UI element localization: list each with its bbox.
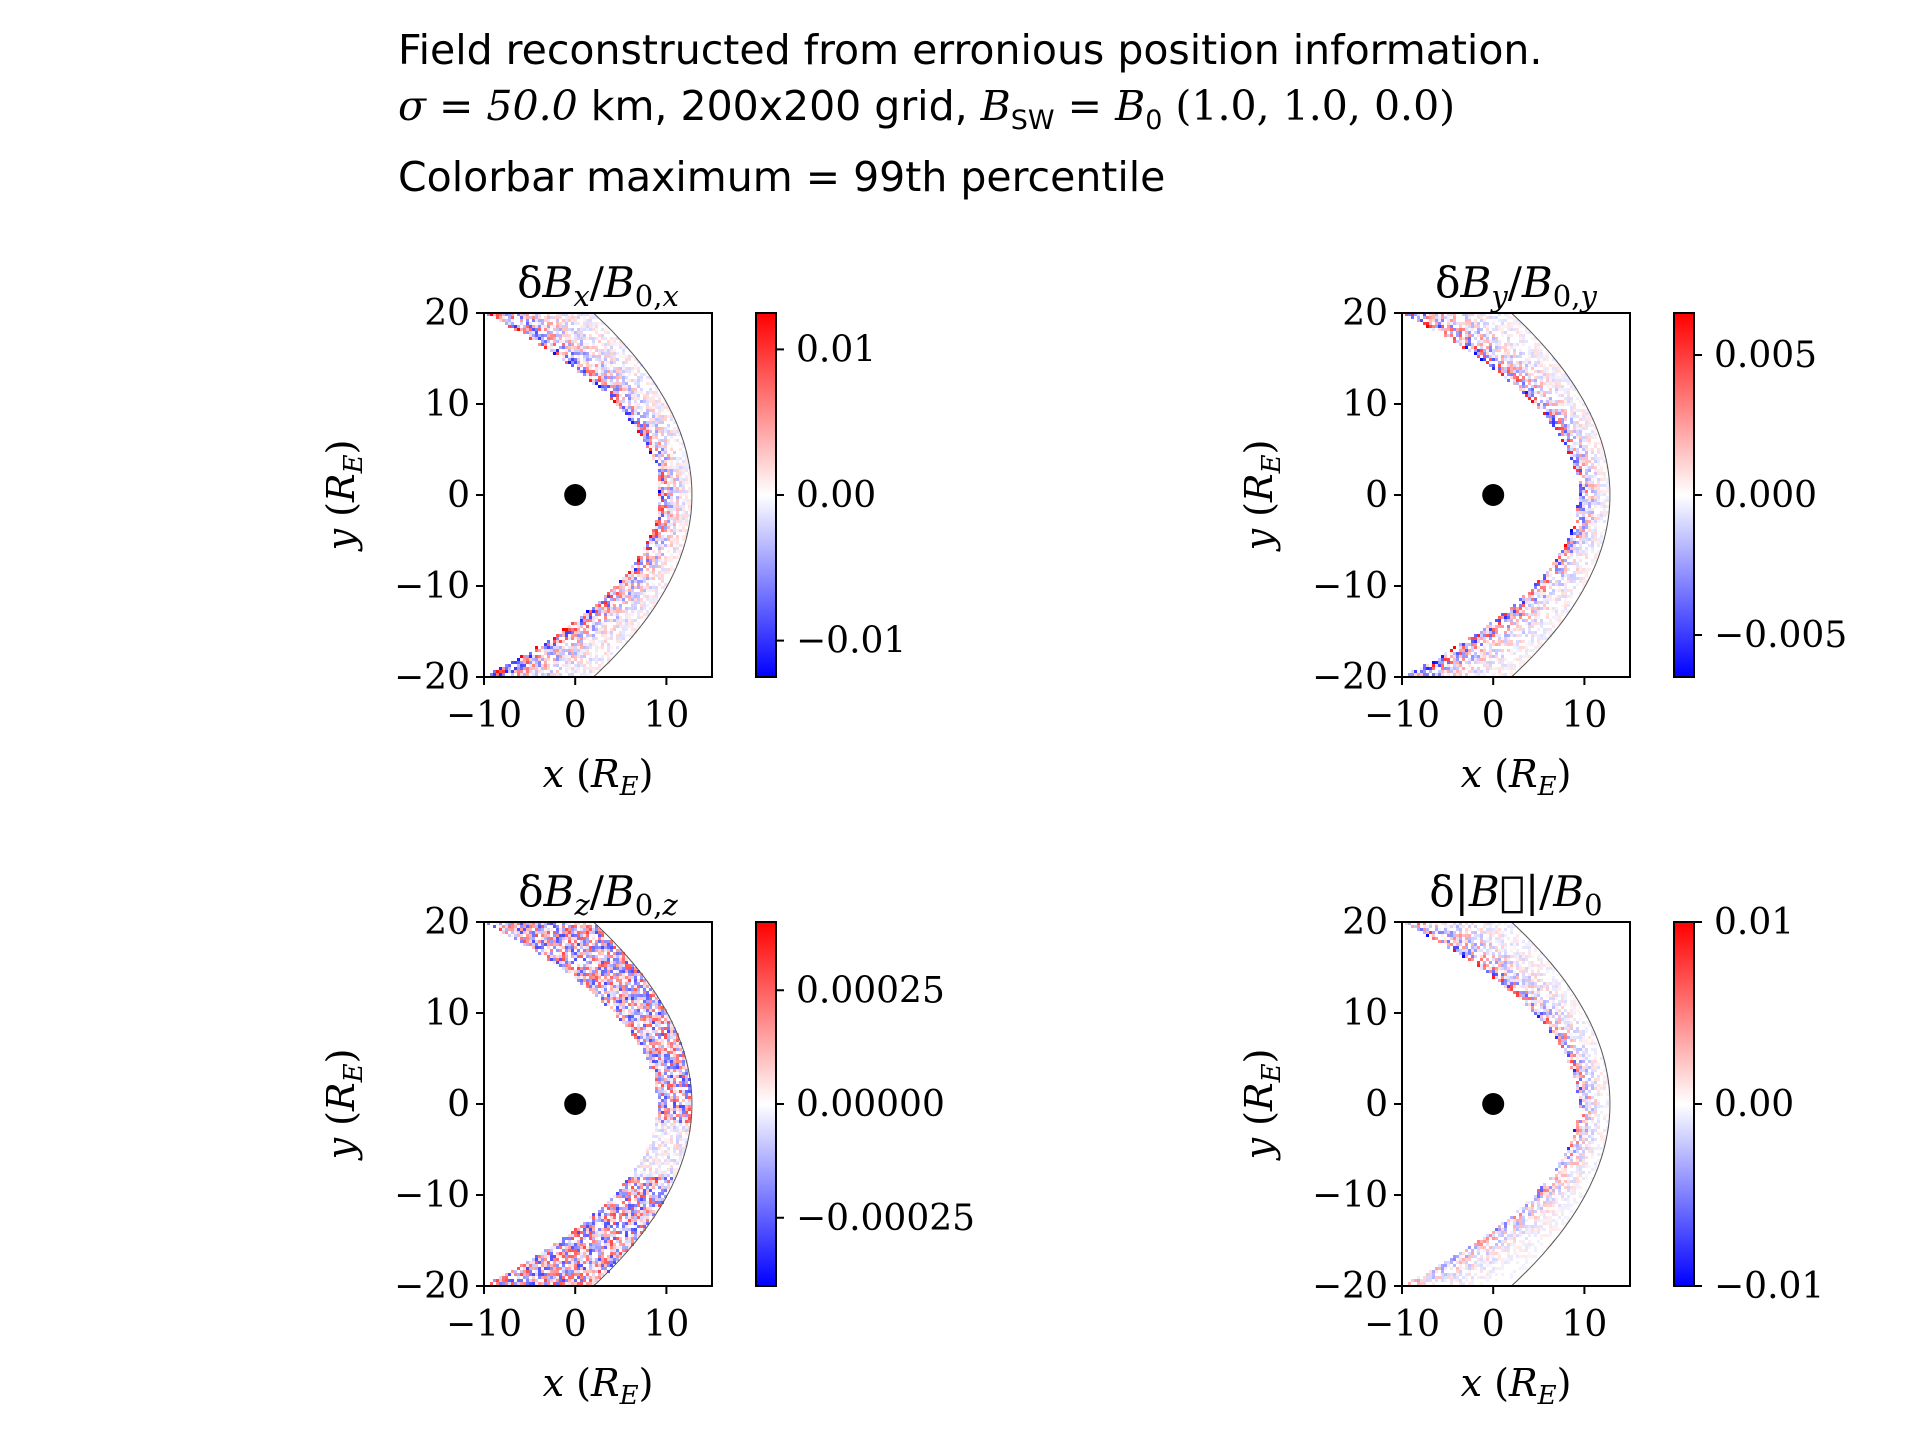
- y-tick-label: 20: [424, 293, 470, 334]
- colorbar: −0.01 0.00 0.01: [755, 312, 906, 678]
- colorbar-tick-label: 0.00000: [796, 1084, 945, 1125]
- colorbar-tick-label: 0.000: [1714, 475, 1817, 516]
- earth-marker: [564, 1093, 587, 1115]
- x-tick-label: 0: [564, 695, 587, 736]
- x-tick-label: −10: [446, 695, 522, 736]
- x-tick-label: −10: [446, 1304, 522, 1345]
- colorbar-tick-label: 0.01: [1714, 902, 1794, 943]
- earth-marker: [1482, 1093, 1505, 1115]
- y-tick-label: 0: [1365, 1084, 1388, 1125]
- title-line-2: σ = 50.0 km, 200x200 grid, BSW = B0 (1.0…: [398, 78, 1698, 149]
- y-axis-label: y (RE): [319, 1049, 369, 1162]
- x-tick-label: 10: [1561, 1304, 1607, 1345]
- bow-shock-boundary: [593, 922, 693, 1286]
- title-line-3: Colorbar maximum = 99th percentile: [398, 153, 1166, 202]
- y-tick-label: −20: [1312, 1266, 1388, 1307]
- bsw-symbol: B: [980, 82, 1011, 130]
- bsw-subscript: SW: [1010, 105, 1055, 137]
- colorbar-gradient: [1673, 312, 1695, 678]
- y-tick-label: 10: [1342, 384, 1388, 425]
- x-tick-label: −10: [1364, 695, 1440, 736]
- colorbar: −0.01 0.00 0.01: [1673, 902, 1824, 1307]
- colorbar-gradient: [755, 921, 777, 1287]
- y-tick-label: −10: [1312, 1175, 1388, 1216]
- y-tick-label: 20: [424, 902, 470, 943]
- colorbar-tick-label: 0.00: [796, 475, 876, 516]
- y-tick-label: 0: [447, 1084, 470, 1125]
- equals-sign: =: [1054, 82, 1116, 130]
- y-axis-label: y (RE): [1237, 1049, 1287, 1162]
- y-tick-label: 10: [424, 384, 470, 425]
- colorbar-tick-label: 0.00: [1714, 1084, 1794, 1125]
- sigma-text: σ = 50.0: [398, 82, 578, 130]
- panel-title: δBz/B0,z: [518, 867, 678, 922]
- x-tick-label: 0: [564, 1304, 587, 1345]
- x-axis-label: x (RE): [1461, 1361, 1572, 1411]
- colorbar-gradient: [755, 312, 777, 678]
- colorbar: −0.005 0.000 0.005: [1673, 312, 1847, 678]
- bow-shock-boundary: [1511, 922, 1611, 1286]
- figure-title: Field reconstructed from erronious posit…: [398, 22, 1698, 205]
- x-tick-label: 0: [1482, 1304, 1505, 1345]
- field-heatmap: [484, 313, 693, 677]
- grid-text: km, 200x200 grid,: [577, 82, 981, 130]
- b0-symbol: B: [1115, 82, 1146, 130]
- x-tick-label: 10: [643, 1304, 689, 1345]
- title-line-1: Field reconstructed from erronious posit…: [398, 26, 1543, 74]
- colorbar-tick-label: −0.00025: [796, 1198, 975, 1239]
- y-tick-label: −10: [394, 566, 470, 607]
- x-tick-label: 0: [1482, 695, 1505, 736]
- y-tick-label: 0: [447, 475, 470, 516]
- y-tick-label: 10: [424, 993, 470, 1034]
- y-tick-label: −20: [394, 657, 470, 698]
- x-tick-label: 10: [643, 695, 689, 736]
- earth-marker: [564, 484, 587, 506]
- colorbar: −0.00025 0.00000 0.00025: [755, 921, 975, 1287]
- x-axis-label: x (RE): [543, 1361, 654, 1411]
- colorbar-tick-label: 0.00025: [796, 970, 945, 1011]
- y-tick-label: 10: [1342, 993, 1388, 1034]
- x-tick-label: −10: [1364, 1304, 1440, 1345]
- colorbar-tick-label: 0.01: [796, 329, 876, 370]
- b0-subscript: 0: [1145, 105, 1163, 137]
- field-heatmap: [1405, 313, 1611, 677]
- field-heatmap: [484, 922, 693, 1286]
- colorbar-gradient: [1673, 921, 1695, 1287]
- earth-marker: [1482, 484, 1505, 506]
- x-axis-label: x (RE): [543, 752, 654, 802]
- field-heatmap: [1402, 922, 1611, 1286]
- x-axis-label: x (RE): [1461, 752, 1572, 802]
- y-tick-label: −10: [394, 1175, 470, 1216]
- panel-title: δBx/B0,x: [517, 258, 679, 313]
- y-tick-label: −10: [1312, 566, 1388, 607]
- y-axis-label: y (RE): [1237, 440, 1287, 553]
- y-tick-label: 20: [1342, 293, 1388, 334]
- y-tick-label: −20: [1312, 657, 1388, 698]
- bsw-vector: (1.0, 1.0, 0.0): [1162, 82, 1456, 130]
- y-tick-label: 0: [1365, 475, 1388, 516]
- y-axis-label: y (RE): [319, 440, 369, 553]
- colorbar-tick-label: −0.005: [1714, 615, 1847, 656]
- panel-title: δ|B⃗|/B0: [1429, 867, 1602, 922]
- bow-shock-boundary: [1511, 313, 1611, 677]
- y-tick-label: −20: [394, 1266, 470, 1307]
- bow-shock-boundary: [593, 313, 693, 677]
- panel-title: δBy/B0,y: [1435, 258, 1597, 313]
- y-tick-label: 20: [1342, 902, 1388, 943]
- colorbar-tick-label: −0.01: [1714, 1266, 1824, 1307]
- colorbar-tick-label: −0.01: [796, 621, 906, 662]
- x-tick-label: 10: [1561, 695, 1607, 736]
- colorbar-tick-label: 0.005: [1714, 335, 1817, 376]
